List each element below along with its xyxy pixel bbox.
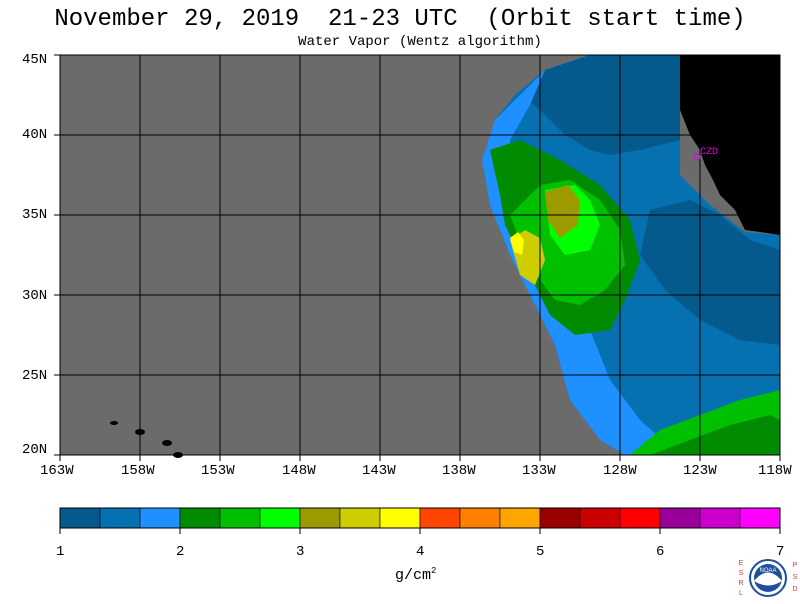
colorbar-swatch — [739, 507, 781, 529]
colorbar-swatch — [339, 507, 381, 529]
lat-label-30n: 30N — [22, 288, 48, 304]
colorbar-swatch — [699, 507, 741, 529]
noaa-esrl-psd-logo: E S R L P S D NOAA — [736, 556, 800, 600]
land-california — [680, 55, 780, 235]
colorbar-swatch — [259, 507, 301, 529]
logo-right-letter: S — [793, 574, 798, 581]
lon-label-158w: 158W — [121, 463, 155, 479]
colorbar-swatch — [659, 507, 701, 529]
colorbar-tick-label-2: 2 — [176, 544, 185, 560]
logo-right-letter: P — [793, 562, 798, 569]
logo-left-letter: L — [739, 590, 743, 597]
island-maui — [162, 440, 172, 446]
lat-label-45n: 45N — [22, 52, 48, 68]
colorbar-tick-label-7: 7 — [776, 544, 785, 560]
lon-label-153w: 153W — [201, 463, 235, 479]
colorbar-swatch — [419, 507, 461, 529]
colorbar-swatch — [499, 507, 541, 529]
logo-left-letter: E — [739, 560, 744, 567]
lon-label-143w: 143W — [362, 463, 396, 479]
swath-yellow — [510, 232, 524, 255]
colorbar-swatch — [99, 507, 141, 529]
logo-name: NOAA — [759, 568, 776, 574]
colorbar-tick-label-1: 1 — [56, 544, 65, 560]
colorbar-tick-label-3: 3 — [296, 544, 305, 560]
logo-right-letter: D — [792, 586, 797, 593]
page-title: November 29, 2019 21-23 UTC (Orbit start… — [54, 6, 746, 33]
colorbar-swatch — [219, 507, 261, 529]
swath-dark-blue-north — [520, 55, 680, 155]
colorbar-swatch — [379, 507, 421, 529]
lon-label-128w: 128W — [603, 463, 637, 479]
lat-label-25n: 25N — [22, 368, 48, 384]
island-kauai — [110, 421, 118, 425]
colorbar-tick-label-5: 5 — [536, 544, 545, 560]
colorbar-swatch — [299, 507, 341, 529]
logo-left-letter: R — [738, 580, 743, 587]
lat-label-20n: 20N — [22, 442, 48, 458]
lon-label-133w: 133W — [522, 463, 556, 479]
lat-label-40n: 40N — [22, 127, 48, 143]
map-frame — [59, 54, 781, 456]
lon-label-118w: 118W — [758, 463, 792, 479]
lon-label-123w: 123W — [683, 463, 717, 479]
colorbar-tick-label-4: 4 — [416, 544, 425, 560]
colorbar-units: g/cm2 — [395, 566, 437, 584]
colorbar-swatch — [619, 507, 661, 529]
swath-dark-blue-east — [640, 200, 780, 345]
swath-olive — [545, 185, 580, 238]
colorbar-swatch — [179, 507, 221, 529]
lon-label-163w: 163W — [40, 463, 74, 479]
colorbar-swatch — [459, 507, 501, 529]
swath-dark-green-south — [650, 415, 780, 455]
station-label-czd: CZD — [700, 147, 719, 158]
colorbar-swatch — [539, 507, 581, 529]
colorbar-swatch — [579, 507, 621, 529]
lon-label-148w: 148W — [282, 463, 316, 479]
lat-label-35n: 35N — [22, 207, 48, 223]
lon-label-138w: 138W — [442, 463, 476, 479]
logo-left-letter: S — [739, 570, 744, 577]
colorbar-swatch — [59, 507, 101, 529]
station-marker-czd — [693, 153, 701, 161]
colorbar-tick-label-6: 6 — [656, 544, 665, 560]
colorbar-swatch — [139, 507, 181, 529]
page-subtitle: Water Vapor (Wentz algorithm) — [298, 34, 542, 50]
